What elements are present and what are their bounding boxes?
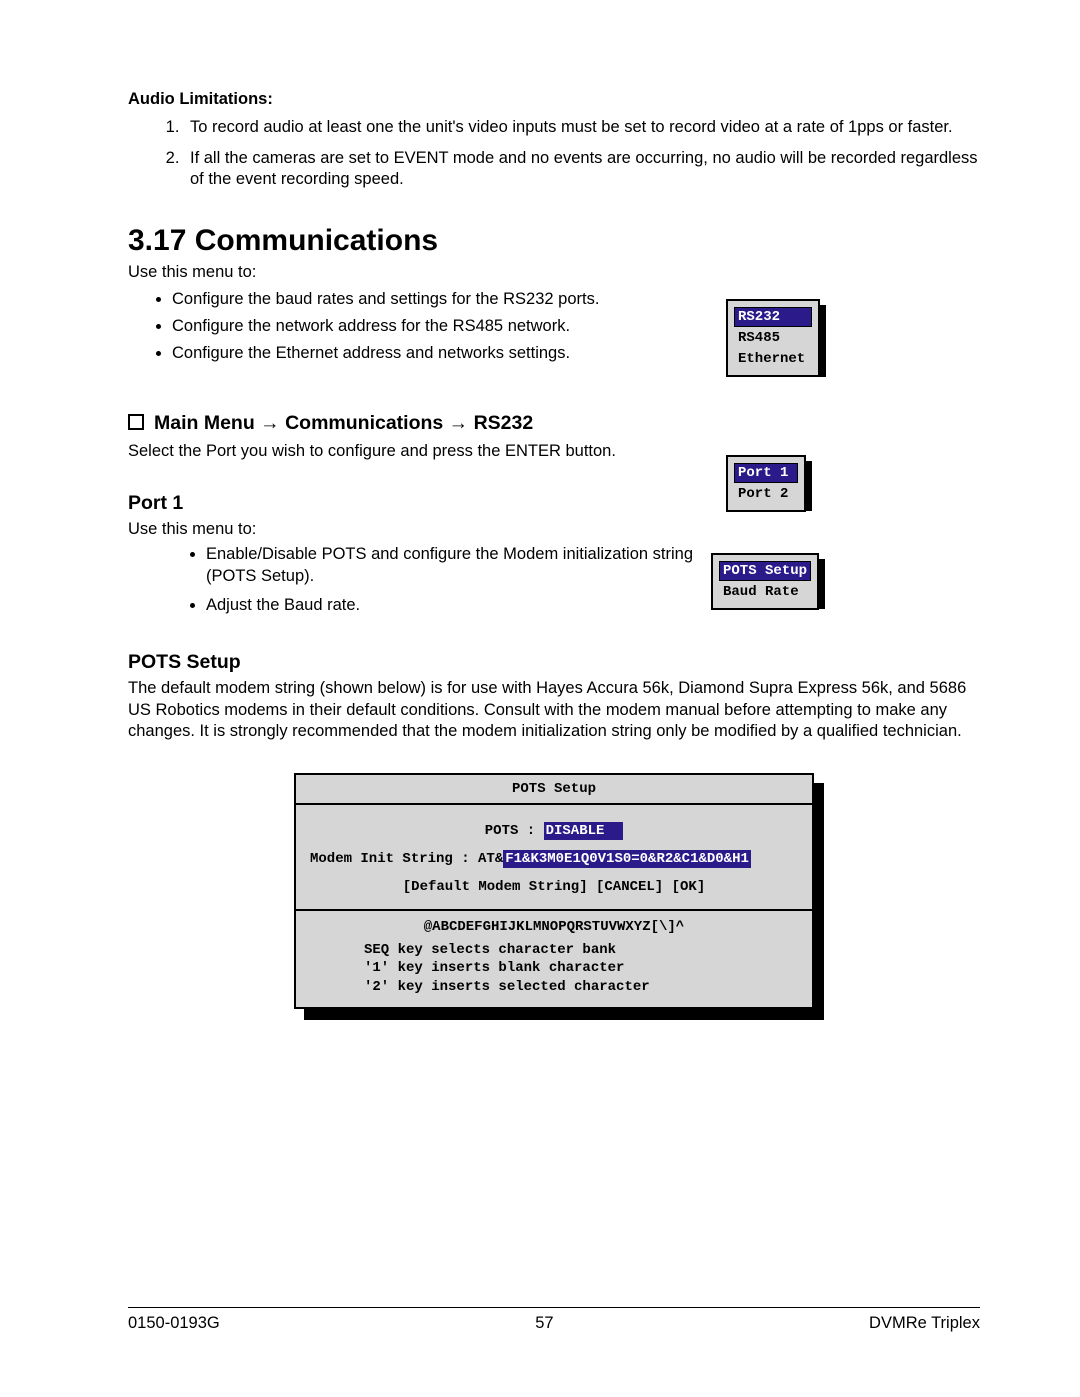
dialog-help: SEQ key selects character bank '1' key i… (364, 941, 798, 998)
port1-menu-box: POTS Setup Baud Rate (711, 553, 819, 610)
dialog-buttons-row[interactable]: [Default Modem String] [CANCEL] [OK] (310, 879, 798, 895)
dialog-footer: @ABCDEFGHIJKLMNOPQRSTUVWXYZ[\]^ SEQ key … (296, 911, 812, 1008)
pots-dialog-wrap: POTS Setup POTS : DISABLE Modem Init Str… (294, 773, 814, 1010)
help-line: '1' key inserts blank character (364, 959, 798, 978)
pots-label: POTS : (485, 823, 544, 839)
menu-item-port1[interactable]: Port 1 (734, 463, 798, 483)
list-item: If all the cameras are set to EVENT mode… (184, 148, 980, 190)
breadcrumb-desc: Select the Port you wish to configure an… (128, 441, 980, 462)
communications-intro: Use this menu to: (128, 262, 980, 283)
audio-limitations-heading: Audio Limitations: (128, 90, 980, 109)
footer-left: 0150-0193G (128, 1314, 220, 1333)
dialog-body: POTS : DISABLE Modem Init String : AT&F1… (296, 805, 812, 911)
list-item: Configure the network address for the RS… (172, 314, 980, 339)
pots-field-row: POTS : DISABLE (310, 823, 798, 839)
list-item: To record audio at least one the unit's … (184, 117, 980, 138)
pots-setup-heading: POTS Setup (128, 651, 980, 674)
menu-item-port2[interactable]: Port 2 (734, 484, 798, 504)
breadcrumb-text: Main Menu → Communications → RS232 (154, 412, 533, 434)
help-line: '2' key inserts selected character (364, 978, 798, 997)
audio-limitations-list: To record audio at least one the unit's … (128, 117, 980, 190)
list-item: Adjust the Baud rate. (206, 595, 980, 617)
list-item: Configure the Ethernet address and netwo… (172, 341, 980, 366)
menu-item-pots-setup[interactable]: POTS Setup (719, 561, 811, 581)
menu-item-rs485[interactable]: RS485 (734, 328, 812, 348)
communications-bullets: Configure the baud rates and settings fo… (128, 287, 980, 365)
list-item: Configure the baud rates and settings fo… (172, 287, 980, 312)
menu-item-rs232[interactable]: RS232 (734, 307, 812, 327)
page-footer: 0150-0193G 57 DVMRe Triplex (128, 1307, 980, 1333)
menu-item-ethernet[interactable]: Ethernet (734, 349, 812, 369)
footer-page-number: 57 (535, 1314, 553, 1333)
modem-string-value[interactable]: F1&K3M0E1Q0V1S0=0&R2&C1&D0&H1 (503, 850, 751, 868)
port1-heading: Port 1 (128, 492, 980, 515)
port1-bullets: Enable/Disable POTS and configure the Mo… (128, 544, 980, 617)
port-menu-box: Port 1 Port 2 (726, 455, 806, 512)
document-page: Audio Limitations: To record audio at le… (0, 0, 1080, 1397)
dialog-title: POTS Setup (296, 775, 812, 805)
communications-heading: 3.17 Communications (128, 224, 980, 258)
pots-setup-para: The default modem string (shown below) i… (128, 678, 980, 742)
footer-right: DVMRe Triplex (869, 1314, 980, 1333)
checkbox-icon (128, 414, 144, 430)
port1-intro: Use this menu to: (128, 519, 980, 540)
breadcrumb: Main Menu → Communications → RS232 (128, 412, 980, 435)
menu-item-baud-rate[interactable]: Baud Rate (719, 582, 811, 602)
help-line: SEQ key selects character bank (364, 941, 798, 960)
modem-string-row: Modem Init String : AT&F1&K3M0E1Q0V1S0=0… (310, 851, 798, 867)
list-item: Enable/Disable POTS and configure the Mo… (206, 544, 706, 588)
charset-row: @ABCDEFGHIJKLMNOPQRSTUVWXYZ[\]^ (310, 919, 798, 935)
pots-dialog: POTS Setup POTS : DISABLE Modem Init Str… (294, 773, 814, 1010)
comms-menu-box: RS232 RS485 Ethernet (726, 299, 820, 377)
pots-value[interactable]: DISABLE (544, 822, 624, 840)
modem-label: Modem Init String : AT& (310, 851, 503, 867)
